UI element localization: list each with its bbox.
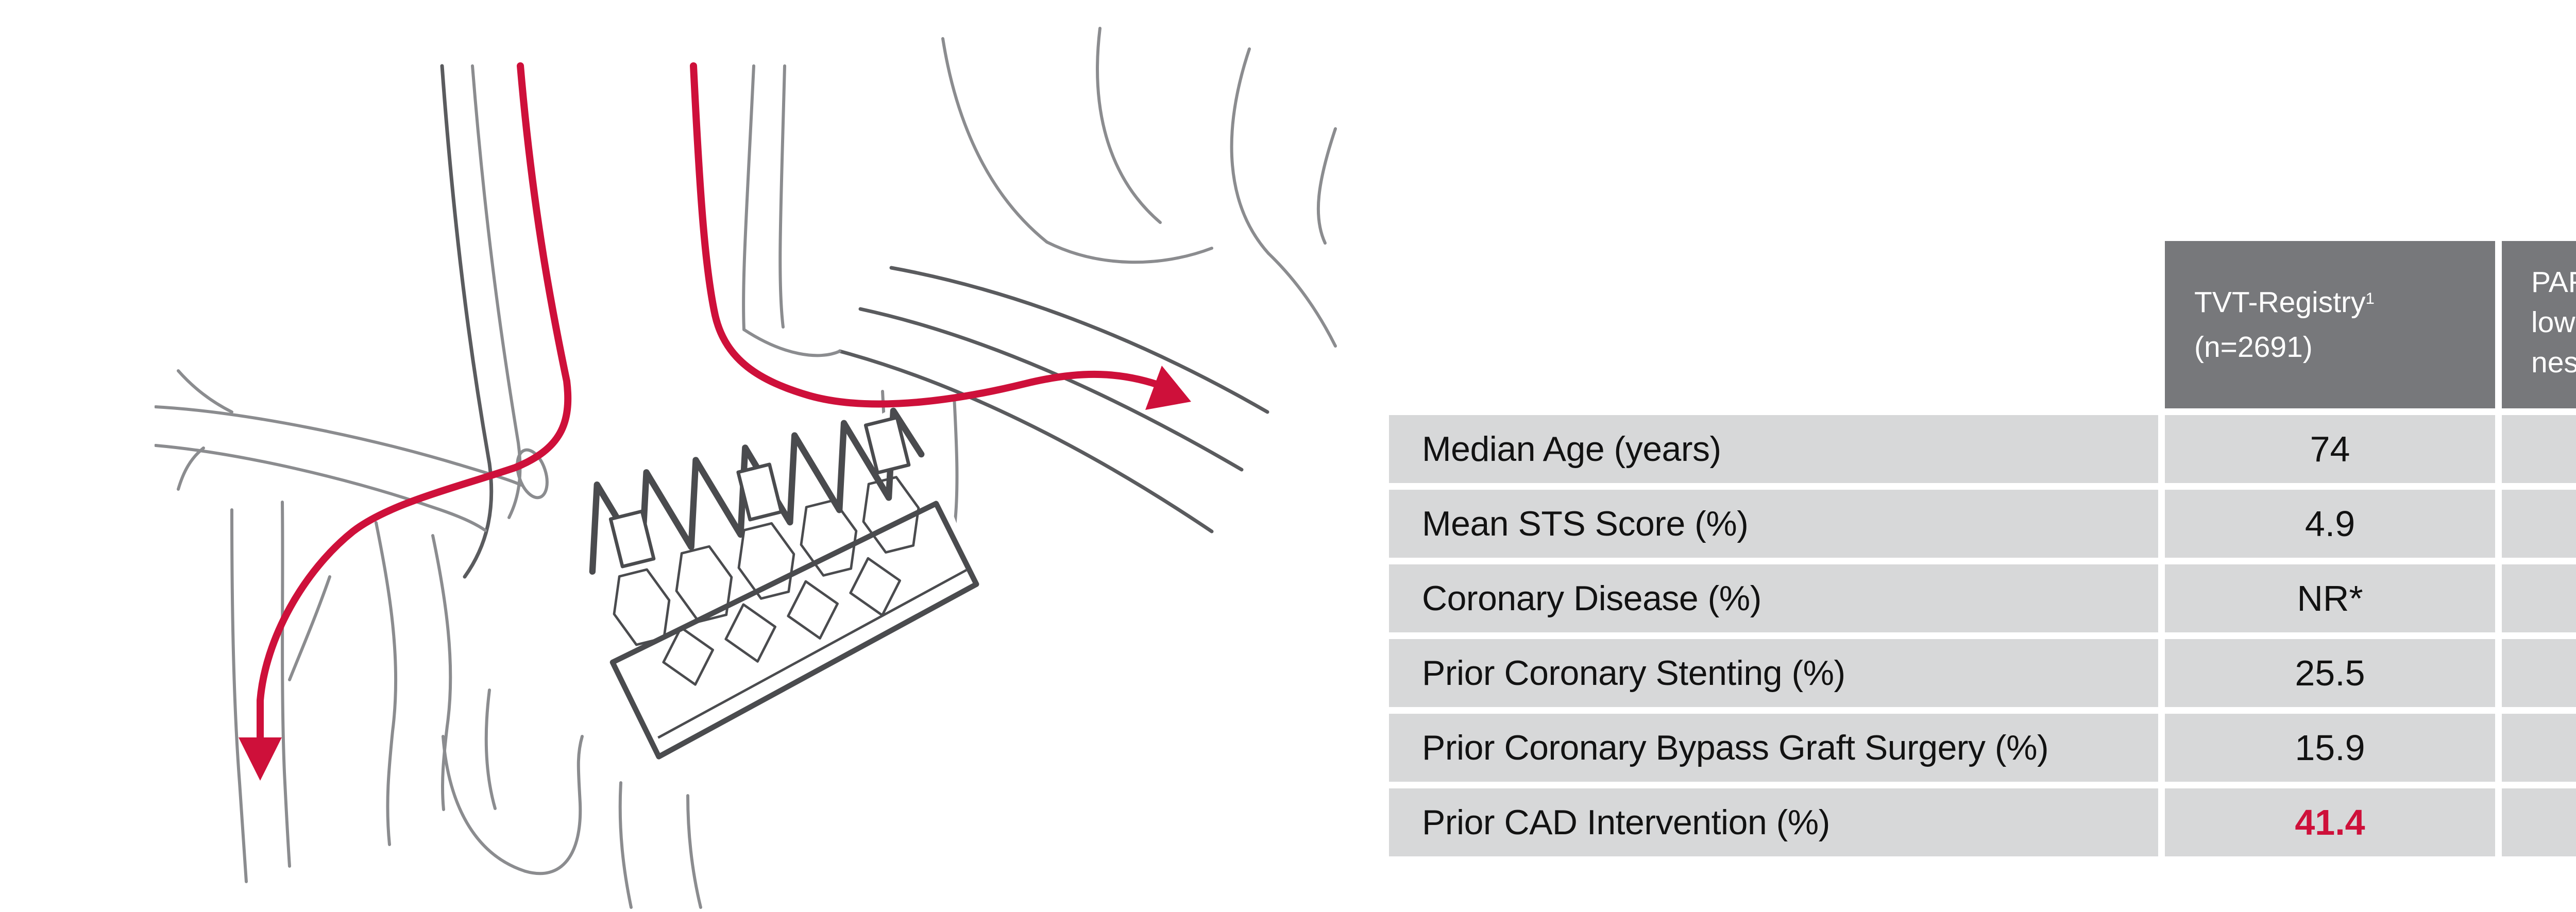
partner3-prior-cad-intervention: 9.9 — [2502, 788, 2576, 856]
lower-vessels — [442, 689, 702, 909]
flow-line-right — [690, 62, 1169, 408]
tavr-valve-coronary-flow-illustration — [155, 27, 1337, 909]
tvt-prior-bypass-graft: 15.9 — [2165, 714, 2495, 782]
flow-line-left — [257, 62, 572, 745]
row-label-prior-cad-intervention: Prior CAD Intervention (%) — [1389, 788, 2158, 856]
partner3-header-line2: low surgical risk bicuspid — [2531, 306, 2576, 339]
table-corner-spacer — [1389, 241, 2158, 408]
row-label-coronary-disease: Coronary Disease (%) — [1389, 564, 2158, 632]
tvt-mean-sts-score: 4.9 — [2165, 490, 2495, 558]
row-label-prior-coronary-stenting: Prior Coronary Stenting (%) — [1389, 639, 2158, 707]
coronary-flow-paths — [239, 62, 1191, 781]
row-label-prior-bypass-graft: Prior Coronary Bypass Graft Surgery (%) — [1389, 714, 2158, 782]
stent-paddles — [608, 416, 911, 569]
partner3-prior-coronary-stenting: NR* — [2502, 639, 2576, 707]
flow-arrow-right — [1145, 366, 1191, 410]
tvt-header-n: (n=2691) — [2194, 331, 2313, 364]
partner3-coronary-disease: 9.9 — [2502, 564, 2576, 632]
valve-stent-frame — [586, 399, 979, 763]
partner3-prior-bypass-graft: 0.0 — [2502, 714, 2576, 782]
comparison-table: TVT-Registry1 (n=2691) PARTNER 3 trial l… — [1389, 241, 2576, 856]
partner3-median-age: 68.5 — [2502, 415, 2576, 483]
right-coronary-vessel — [742, 266, 1269, 534]
coronary-ostium — [516, 448, 549, 500]
column-header-partner3: PARTNER 3 trial low surgical risk bicusp… — [2502, 241, 2576, 408]
partner3-mean-sts-score: 1.4 — [2502, 490, 2576, 558]
tvt-median-age: 74 — [2165, 415, 2495, 483]
row-label-median-age: Median Age (years) — [1389, 415, 2158, 483]
partner3-header-line3: nested registry2 (n=71) — [2531, 346, 2576, 379]
column-header-tvt-registry: TVT-Registry1 (n=2691) — [2165, 241, 2495, 408]
tvt-prior-coronary-stenting: 25.5 — [2165, 639, 2495, 707]
flow-arrow-down-left — [239, 737, 282, 781]
row-label-mean-sts-score: Mean STS Score (%) — [1389, 490, 2158, 558]
partner3-header-line1: PARTNER 3 trial — [2531, 266, 2576, 299]
tvt-coronary-disease: NR* — [2165, 564, 2495, 632]
stent-skirt — [609, 501, 979, 760]
upper-right-vessels — [941, 27, 1337, 348]
left-coronary-vessels — [155, 369, 523, 883]
tvt-prior-cad-intervention: 41.4 — [2165, 788, 2495, 856]
tvt-header-title: TVT-Registry1 — [2194, 286, 2375, 319]
